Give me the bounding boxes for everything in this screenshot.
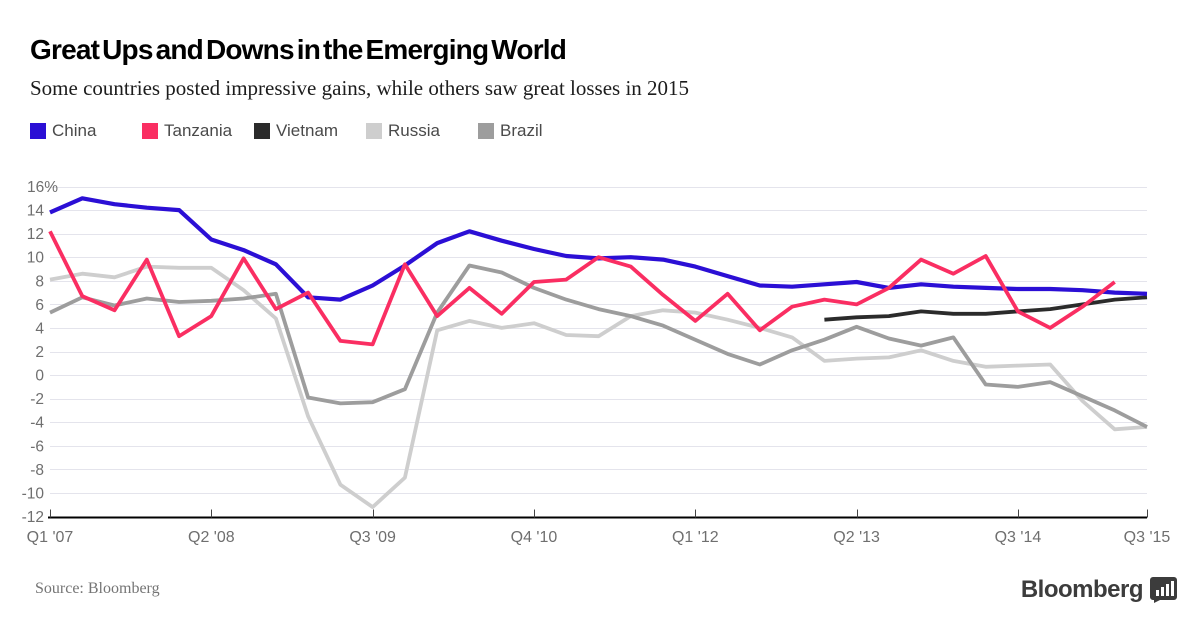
y-axis-label: -6: [30, 438, 44, 455]
y-axis-label: 14: [27, 203, 45, 220]
legend-label: China: [52, 121, 97, 140]
y-axis-label: -10: [22, 485, 45, 502]
bloomberg-logo: Bloomberg: [1021, 576, 1180, 604]
legend-label: Vietnam: [276, 121, 339, 140]
x-axis-label: Q3 '14: [995, 529, 1042, 546]
series-line-brazil: [49, 263, 1148, 429]
y-axis-label: -4: [30, 415, 44, 432]
badge-bar-4: [1171, 581, 1174, 596]
legend-item-vietnam: Vietnam: [254, 121, 366, 141]
x-axis-label: Q3 '09: [349, 529, 396, 546]
legend-item-tanzania: Tanzania: [142, 121, 254, 141]
x-axis-label: Q4 '10: [511, 529, 558, 546]
x-axis-label: Q1 '07: [27, 529, 74, 546]
series-line-russia: [49, 264, 1148, 509]
series-lines: [48, 196, 1148, 509]
y-axis-label: 10: [27, 250, 45, 267]
y-axis-label: 12: [27, 226, 44, 243]
badge-bar-1: [1156, 590, 1159, 596]
chart-title: Great Ups and Downs in the Emerging Worl…: [30, 34, 567, 65]
x-axis-label: Q1 '12: [672, 529, 719, 546]
y-axis-label: 16%: [27, 179, 58, 196]
y-axis-labels: 16% 14 12 10 8 6 4 2 0 -2 -4 -6 -8 -10 -12: [22, 179, 59, 526]
legend-swatch-icon: [254, 123, 270, 139]
y-axis-label: 8: [35, 273, 44, 290]
y-axis-label: -12: [22, 509, 44, 526]
series-line-china: [49, 196, 1148, 302]
bloomberg-wordmark: Bloomberg: [1020, 576, 1144, 603]
legend-swatch-icon: [366, 123, 382, 139]
y-axis-label: 2: [35, 344, 44, 361]
x-axis-label: Q2 '13: [833, 529, 880, 546]
x-axis-label: Q3 '15: [1124, 529, 1171, 546]
y-axis-label: 6: [35, 297, 44, 314]
gridlines: [50, 187, 1147, 494]
legend-swatch-icon: [30, 123, 46, 139]
legend-label: Russia: [388, 121, 440, 140]
x-axis: Q1 '07 Q2 '08 Q3 '09 Q4 '10 Q1 '12 Q2 '13 Q3 '…: [27, 509, 1171, 546]
series-line-tanzania: [48, 230, 1116, 347]
x-axis-label: Q2 '08: [188, 529, 235, 546]
legend-item-china: China: [30, 121, 142, 141]
chart-subtitle: Some countries posted impressive gains, …: [30, 76, 690, 100]
legend-label: Tanzania: [164, 121, 233, 140]
y-axis-label: 0: [35, 368, 44, 385]
legend-label: Brazil: [500, 121, 543, 140]
y-axis-label: -8: [30, 462, 44, 479]
legend-swatch-icon: [478, 123, 494, 139]
legend-swatch-icon: [142, 123, 158, 139]
y-axis-label: 4: [35, 320, 44, 337]
legend-item-russia: Russia: [366, 121, 478, 141]
source-note: Source: Bloomberg: [35, 580, 160, 597]
legend-item-brazil: Brazil: [478, 121, 590, 141]
series-line-vietnam: [824, 295, 1148, 322]
badge-bar-3: [1166, 584, 1169, 596]
legend: China Tanzania Vietnam Russia Brazil: [30, 121, 590, 141]
badge-bar-2: [1161, 587, 1164, 596]
y-axis-label: -2: [30, 391, 44, 408]
bloomberg-logo-badge-icon: [1150, 577, 1177, 603]
